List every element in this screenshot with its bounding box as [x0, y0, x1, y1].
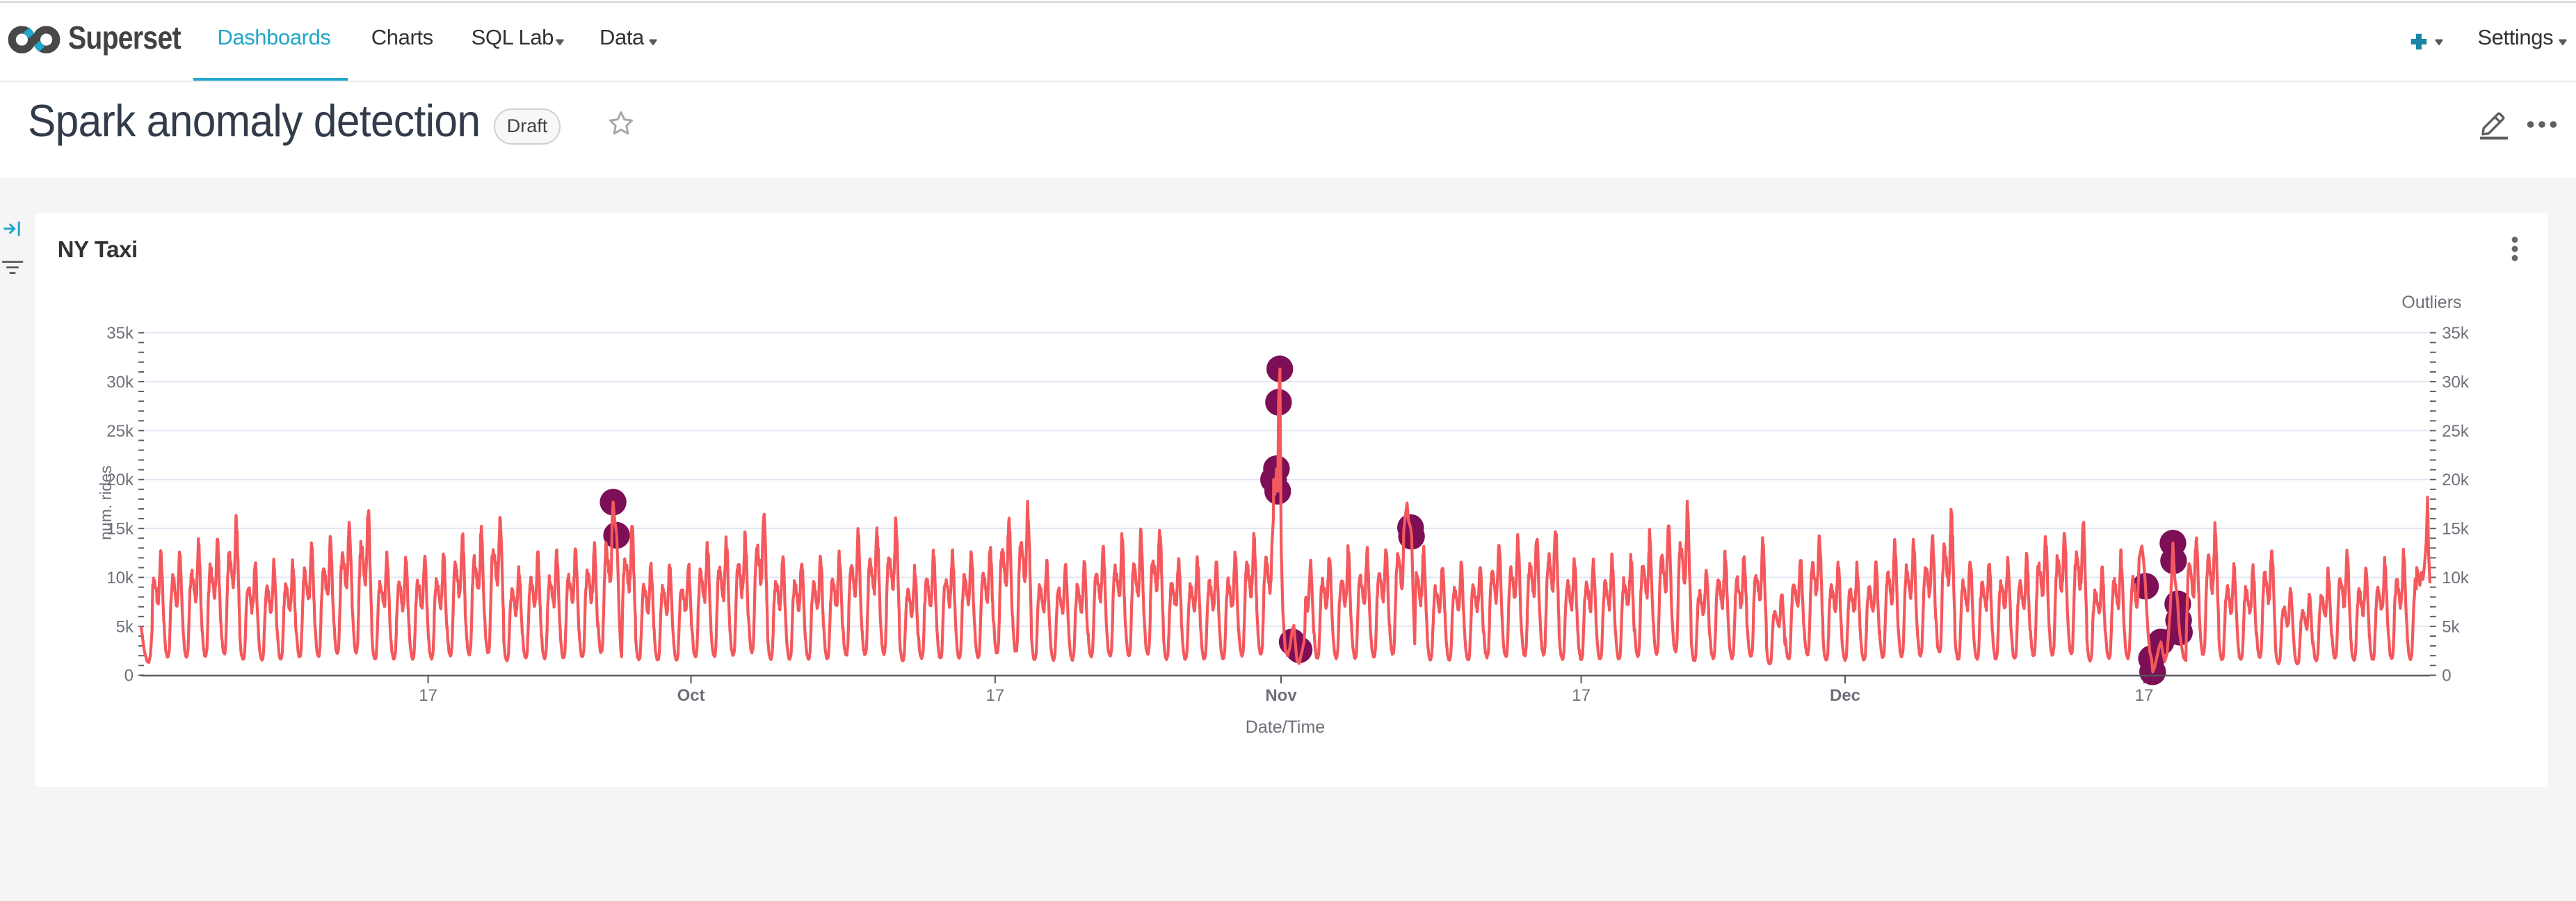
- svg-text:Dec: Dec: [1830, 686, 1860, 705]
- svg-text:10k: 10k: [106, 569, 134, 587]
- svg-text:17: 17: [985, 686, 1004, 705]
- svg-text:Outliers: Outliers: [2401, 293, 2461, 312]
- svg-text:5k: 5k: [116, 617, 134, 636]
- svg-text:17: 17: [1572, 686, 1591, 705]
- svg-text:15k: 15k: [2442, 520, 2470, 539]
- svg-text:Nov: Nov: [1265, 686, 1297, 705]
- svg-text:Date/Time: Date/Time: [1246, 717, 1325, 737]
- svg-text:17: 17: [419, 686, 437, 705]
- svg-text:25k: 25k: [2442, 422, 2470, 441]
- svg-text:10k: 10k: [2442, 569, 2470, 587]
- svg-text:35k: 35k: [2442, 324, 2470, 343]
- svg-text:20k: 20k: [106, 471, 134, 489]
- svg-text:Oct: Oct: [677, 686, 705, 705]
- svg-text:15k: 15k: [106, 520, 134, 539]
- svg-text:5k: 5k: [2442, 617, 2460, 636]
- svg-text:num. rides: num. rides: [97, 466, 115, 540]
- svg-text:17: 17: [2135, 686, 2154, 705]
- svg-text:0: 0: [124, 667, 134, 685]
- svg-text:35k: 35k: [106, 324, 134, 343]
- svg-text:30k: 30k: [2442, 373, 2470, 391]
- svg-text:0: 0: [2442, 667, 2451, 685]
- svg-text:20k: 20k: [2442, 471, 2470, 489]
- svg-text:30k: 30k: [106, 373, 134, 391]
- svg-text:25k: 25k: [106, 422, 134, 441]
